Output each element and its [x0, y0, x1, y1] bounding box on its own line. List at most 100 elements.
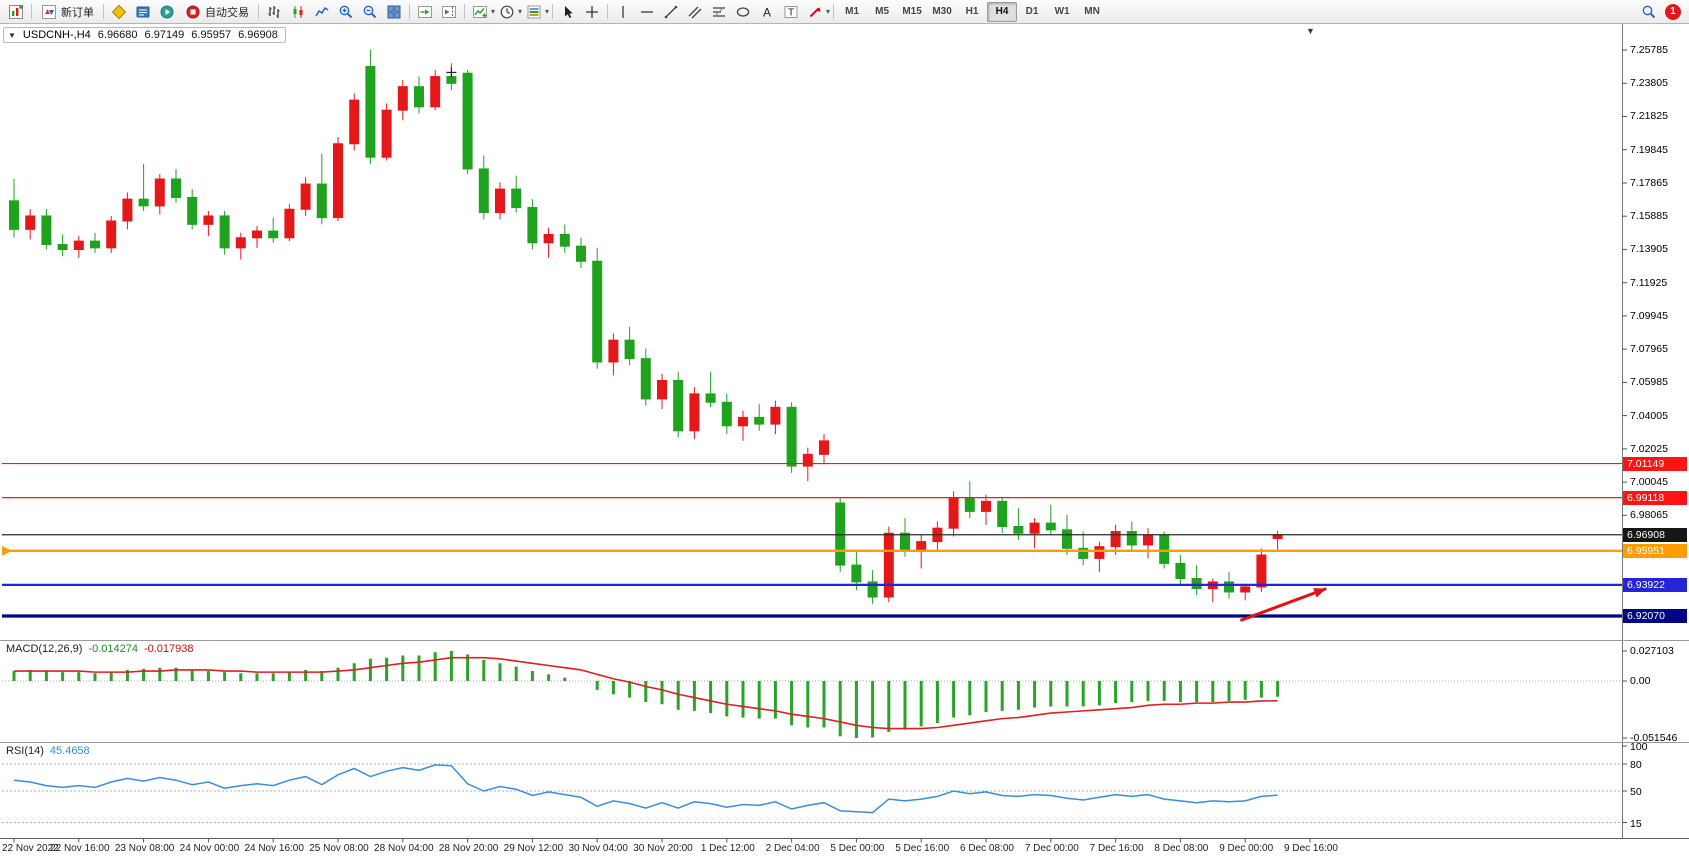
one-click-trading-toggle[interactable]: ▼ — [8, 30, 16, 40]
time-axis-label: 23 Nov 08:00 — [114, 843, 175, 854]
toolbar-separator — [607, 4, 609, 19]
timeframe-button-M5[interactable]: M5 — [875, 5, 890, 17]
metaeditor-icon[interactable] — [107, 2, 131, 22]
rsi-axis-label: 15 — [1630, 817, 1642, 830]
time-axis-label: 9 Dec 16:00 — [1284, 843, 1338, 854]
low-value: 6.95957 — [191, 29, 232, 41]
macd-main-value: -0.014274 — [88, 643, 138, 655]
macd-title: MACD(12,26,9) — [6, 643, 83, 655]
chart-shift-icon[interactable] — [437, 2, 461, 22]
autotrading-button[interactable]: 自动交易 — [179, 2, 255, 22]
cursor-icon[interactable] — [556, 2, 580, 22]
orange-line-left-marker — [2, 545, 12, 556]
macd-indicator-label: MACD(12,26,9) -0.014274 -0.017938 — [6, 643, 194, 655]
svg-text:T: T — [788, 7, 794, 18]
price-tick-label: 7.17865 — [1630, 176, 1668, 189]
text-icon[interactable]: A — [755, 2, 779, 22]
timeframe-button-MN[interactable]: MN — [1084, 5, 1100, 17]
chart-shift-marker[interactable]: ▼ — [1306, 26, 1315, 36]
new-order-button[interactable]: 新订单 — [35, 2, 100, 22]
auto-scroll-icon[interactable] — [413, 2, 437, 22]
vertical-line-icon[interactable] — [611, 2, 635, 22]
time-axis-label: 29 Nov 12:00 — [503, 843, 564, 854]
macd-signal-value: -0.017938 — [143, 643, 194, 655]
macd-panel-group — [2, 650, 1627, 739]
periods-icon[interactable] — [495, 2, 519, 22]
rsi-axis-label: 80 — [1630, 759, 1642, 771]
price-label-7.01149: 7.01149 — [1623, 456, 1687, 471]
price-tick-label: 7.05985 — [1630, 376, 1668, 389]
search-icon[interactable] — [1637, 2, 1661, 22]
strategy-tester-icon[interactable] — [155, 2, 179, 22]
fibonacci-icon[interactable] — [707, 2, 731, 22]
price-label-6.93922: 6.93922 — [1623, 577, 1687, 592]
toolbar-separator — [552, 4, 554, 19]
price-tick-label: 7.04005 — [1630, 409, 1668, 422]
autotrading-button-label: 自动交易 — [205, 6, 249, 19]
chevron-down-icon[interactable]: ▾ — [826, 7, 831, 16]
time-axis-label: 5 Dec 00:00 — [830, 843, 885, 854]
text-label-icon[interactable]: T — [779, 2, 803, 22]
chart-candles-icon[interactable] — [286, 2, 310, 22]
timeframe-button-M1[interactable]: M1 — [845, 5, 860, 17]
tile-windows-icon[interactable] — [382, 2, 406, 22]
timeframe-button-H4[interactable]: H4 — [987, 1, 1018, 22]
symbol-ohlc-readout: ▼ USDCNH-,H4 6.96680 6.97149 6.95957 6.9… — [3, 27, 286, 43]
high-value: 6.97149 — [144, 29, 185, 41]
time-axis-label: 8 Dec 08:00 — [1154, 843, 1209, 854]
time-axis-label: 25 Nov 08:00 — [309, 843, 369, 854]
price-tick-label: 6.98065 — [1630, 509, 1668, 522]
chevron-down-icon[interactable]: ▾ — [545, 7, 550, 16]
price-tick-label: 7.11925 — [1630, 276, 1668, 289]
new-order-icon — [41, 4, 57, 20]
price-tick-label: 7.00045 — [1630, 476, 1668, 489]
zoom-in-icon[interactable] — [334, 2, 358, 22]
arrows-icon[interactable] — [803, 2, 827, 22]
price-label-6.95951: 6.95951 — [1623, 543, 1687, 558]
chart-bars-icon[interactable] — [262, 2, 286, 22]
candles-group — [9, 49, 1283, 604]
trendline-icon[interactable] — [659, 2, 683, 22]
horizontal-line-icon[interactable] — [635, 2, 659, 22]
ellipse-icon[interactable] — [731, 2, 755, 22]
timeframe-button-H1[interactable]: H1 — [965, 5, 979, 17]
notification-badge[interactable]: 1 — [1665, 3, 1681, 20]
chart-line-icon[interactable] — [310, 2, 334, 22]
crosshair-icon[interactable] — [580, 2, 604, 22]
time-axis-label: 9 Dec 00:00 — [1219, 843, 1274, 854]
channel-icon[interactable] — [683, 2, 707, 22]
timeframe-button-M30[interactable]: M30 — [932, 5, 952, 17]
chevron-down-icon[interactable]: ▾ — [518, 7, 523, 16]
timeframe-button-M15[interactable]: M15 — [902, 5, 922, 17]
price-tick-label: 7.25785 — [1630, 44, 1668, 56]
toolbar-separator — [833, 4, 835, 19]
toolbar-separator — [464, 4, 465, 19]
toolbar-separator — [409, 4, 410, 19]
time-axis-label: 24 Nov 16:00 — [244, 843, 304, 854]
timeframe-button-D1[interactable]: D1 — [1025, 5, 1039, 17]
indicators-icon[interactable] — [468, 2, 492, 22]
time-axis-label: 22 Nov 16:00 — [50, 843, 110, 854]
toolbar-separator — [103, 4, 104, 19]
price-tick-label: 7.02025 — [1630, 442, 1668, 455]
time-axis-label: 22 Nov 2022 — [2, 843, 59, 854]
new-chart-icon[interactable] — [4, 2, 28, 22]
templates-icon[interactable] — [522, 2, 546, 22]
terminal-icon[interactable] — [131, 2, 155, 22]
price-tick-label: 7.19845 — [1630, 143, 1668, 156]
time-axis-label: 28 Nov 04:00 — [374, 843, 434, 854]
price-label-6.99118: 6.99118 — [1623, 490, 1687, 505]
trend-arrow-annotation[interactable] — [1239, 587, 1327, 622]
symbol-title: USDCNH-,H4 — [22, 29, 91, 41]
macd-axis-label: -0.051546 — [1630, 732, 1678, 745]
timeframe-button-W1[interactable]: W1 — [1054, 5, 1070, 17]
time-axis-label: 2 Dec 04:00 — [765, 843, 820, 854]
zoom-out-icon[interactable] — [358, 2, 382, 22]
autotrading-icon — [185, 4, 201, 20]
horizontal-lines-group[interactable] — [2, 462, 1622, 618]
price-tick-label: 7.23805 — [1630, 77, 1668, 90]
chevron-down-icon[interactable]: ▾ — [491, 7, 496, 16]
macd-signal-line — [14, 656, 1278, 730]
